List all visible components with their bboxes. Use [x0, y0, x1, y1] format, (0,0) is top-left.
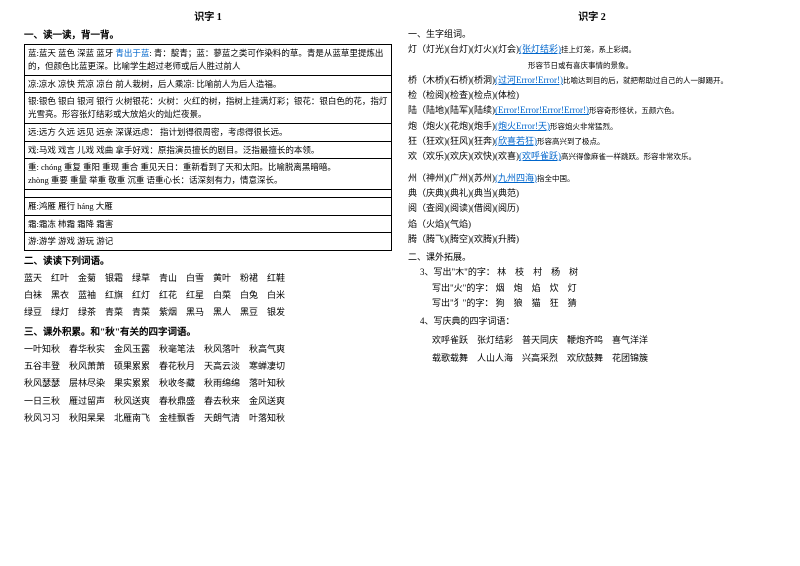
char-line: 州（神州)(广州)(苏州)(九州四海)指全中国。: [408, 171, 776, 186]
section-1-head: 一、读一读，背一背。: [24, 27, 392, 41]
cell-empty: [25, 190, 391, 198]
char-line: 检（检阅)(检查)(检点)(体检): [408, 88, 776, 103]
char-pre: 桥（木桥)(石桥)(桥洞): [408, 75, 495, 85]
r-s2: 二、课外拓展。: [408, 250, 776, 265]
char-blue: (欢呼雀跃): [519, 151, 561, 161]
idiom-2: 五谷丰登 秋风萧萧 硕果累累 春花秋月 天高云淡 寒蝉凄切: [24, 358, 392, 375]
r-s4: 4、写庆典的四字词语：: [408, 314, 776, 329]
cell-shuang: 霜:霜冻 柿霜 霜降 霜害: [25, 216, 391, 234]
r-idiom-1: 欢呼雀跃 张灯结彩 普天同庆 鞭炮齐鸣 喜气洋洋: [408, 333, 776, 348]
char-pre: 炮（炮火)(花炮)(炮手): [408, 121, 495, 131]
char-line: 欢（欢乐)(欢庆)(欢快)(欢喜)(欢呼雀跃)高兴得像麻雀一样跳跃。形容非常欢乐…: [408, 149, 776, 164]
words-2: 白袜 黑衣 蓝袖 红旗 红灯 红花 红星 白菜 白兔 白米: [24, 287, 392, 304]
char-line: 桥（木桥)(石桥)(桥洞)(过河Error!Error!)比喻达到目的后，就把帮…: [408, 73, 776, 88]
idiom-4: 一日三秋 雁过留声 秋风送爽 春秋鼎盛 春去秋来 金风送爽: [24, 393, 392, 410]
cell-you: 游:游学 游戏 游玩 游记: [25, 233, 391, 250]
r-s3b: 写出"火"的字： 烟 炮 焰 炊 灯: [408, 281, 776, 296]
cell-yan: 雁:鸿雁 雁行 háng 大雁: [25, 198, 391, 216]
char-tail: 挂上灯笼，系上彩绸。: [561, 45, 636, 54]
words-3: 绿豆 绿灯 绿茶 青菜 青菜 紫烟 黑马 黑人 黑豆 银发: [24, 304, 392, 321]
char-tail: 形容奇形怪状，五颜六色。: [589, 106, 679, 115]
idiom-5: 秋风习习 秋阳杲杲 北雁南飞 金桂飘香 天朗气清 叶落知秋: [24, 410, 392, 427]
char-blue: (欣喜若狂): [495, 136, 537, 146]
cell-xi: 戏:马戏 戏言 儿戏 戏曲 拿手好戏：原指演员擅长的剧目。泛指最擅长的本领。: [25, 142, 391, 160]
char-pre: 腾（腾飞)(腾空)(欢腾)(升腾): [408, 234, 519, 244]
char-pre: 阅（查阅)(阅读)(借阅)(阅历): [408, 203, 519, 213]
right-column: 识字 2 一、生字组词。 灯（灯光)(台灯)(灯火)(灯会)(张灯结彩)挂上灯笼…: [400, 8, 784, 558]
vocab-box: 蓝:蓝天 蓝色 深蓝 蓝牙 青出于蓝: 青：靛青；蓝：蓼蓝之类可作染料的草。青是…: [24, 44, 392, 251]
char-blue: (张灯结彩): [519, 44, 561, 54]
words-1: 蓝天 红叶 金菊 银霜 绿草 青山 白雪 黄叶 粉裙 红鞋: [24, 270, 392, 287]
char-line: 形容节日或有喜庆事情的景象。: [408, 58, 776, 73]
char-line: 灯（灯光)(台灯)(灯火)(灯会)(张灯结彩)挂上灯笼，系上彩绸。: [408, 42, 776, 57]
cell-yin: 银:银色 银白 银河 银行 火树银花：火树：火红的树，指树上挂满灯彩；银花：银白…: [25, 93, 391, 124]
section-3-head: 三、课外积累。和"秋"有关的四字词语。: [24, 324, 392, 338]
char-line: 阅（查阅)(阅读)(借阅)(阅历): [408, 201, 776, 216]
char-pre: 检（检阅)(检查)(检点)(体检): [408, 90, 519, 100]
char-pre: 焰（火焰)(气焰): [408, 219, 471, 229]
char-list: 灯（灯光)(台灯)(灯火)(灯会)(张灯结彩)挂上灯笼，系上彩绸。形容节日或有喜…: [408, 42, 776, 247]
r-s1: 一、生字组词。: [408, 27, 776, 42]
char-blue: (九州四海): [495, 173, 537, 183]
char-tail: 指全中国。: [537, 174, 575, 183]
cell-pre: 蓝:蓝天 蓝色 深蓝 蓝牙: [28, 48, 115, 58]
left-column: 识字 1 一、读一读，背一背。 蓝:蓝天 蓝色 深蓝 蓝牙 青出于蓝: 青：靛青…: [16, 8, 400, 558]
char-tail: 形容高兴到了极点。: [537, 137, 605, 146]
r-s3: 3、写出"木"的字： 林 枝 村 杨 树: [408, 265, 776, 280]
char-line: 典（庆典)(典礼)(典当)(典范): [408, 186, 776, 201]
r-s3c: 写出"犭"的字： 狗 狼 猫 狂 猜: [408, 296, 776, 311]
char-line: 腾（腾飞)(腾空)(欢腾)(升腾): [408, 232, 776, 247]
char-blue: (Error!Error!Error!Error!): [495, 105, 589, 115]
cell-blue: 青出于蓝: [115, 48, 149, 58]
cell-yuan: 远:远方 久远 远见 远亲 深谋远虑： 指计划得很周密，考虑得很长远。: [25, 124, 391, 142]
char-tail: 形容炮火非常猛烈。: [550, 122, 618, 131]
r-idiom-2: 载歌载舞 人山人海 兴高采烈 欢欣鼓舞 花团锦簇: [408, 351, 776, 366]
cell-lan: 蓝:蓝天 蓝色 深蓝 蓝牙 青出于蓝: 青：靛青；蓝：蓼蓝之类可作染料的草。青是…: [25, 45, 391, 76]
char-pre: 灯（灯光)(台灯)(灯火)(灯会): [408, 44, 519, 54]
char-pre: 典（庆典)(典礼)(典当)(典范): [408, 188, 519, 198]
char-pre: 陆（陆地)(陆军)(陆续): [408, 105, 495, 115]
char-pre: 狂（狂欢)(狂风)(狂奔): [408, 136, 495, 146]
char-blue: (过河Error!Error!): [495, 75, 563, 85]
idiom-3: 秋风瑟瑟 层林尽染 果实累累 秋收冬藏 秋雨绵绵 落叶知秋: [24, 375, 392, 392]
char-tail: 比喻达到目的后，就把帮助过自己的人一脚踢开。: [563, 76, 728, 85]
cell-liang: 凉:凉水 凉快 荒凉 凉台 前人栽树，后人乘凉: 比喻前人为后人造福。: [25, 76, 391, 94]
char-line: 炮（炮火)(花炮)(炮手)(炮火Error!天)形容炮火非常猛烈。: [408, 119, 776, 134]
char-pre: 欢（欢乐)(欢庆)(欢快)(欢喜): [408, 151, 519, 161]
char-tail: 高兴得像麻雀一样跳跃。形容非常欢乐。: [561, 152, 696, 161]
char-pre: 州（神州)(广州)(苏州): [408, 173, 495, 183]
cell-zhong: 重: chóng 重复 重阳 重现 重合 重见天日：重新看到了天和太阳。比喻脱离…: [25, 159, 391, 190]
char-line: 狂（狂欢)(狂风)(狂奔)(欣喜若狂)形容高兴到了极点。: [408, 134, 776, 149]
left-title: 识字 1: [24, 8, 392, 23]
right-title: 识字 2: [408, 8, 776, 23]
char-tail: 形容节日或有喜庆事情的景象。: [528, 61, 633, 70]
section-2-head: 二、读读下列词语。: [24, 253, 392, 267]
char-line: 陆（陆地)(陆军)(陆续)(Error!Error!Error!Error!)形…: [408, 103, 776, 118]
char-line: 焰（火焰)(气焰): [408, 217, 776, 232]
idiom-1: 一叶知秋 春华秋实 金风玉露 秋毫笔法 秋风落叶 秋高气爽: [24, 341, 392, 358]
char-blue: (炮火Error!天): [495, 121, 550, 131]
